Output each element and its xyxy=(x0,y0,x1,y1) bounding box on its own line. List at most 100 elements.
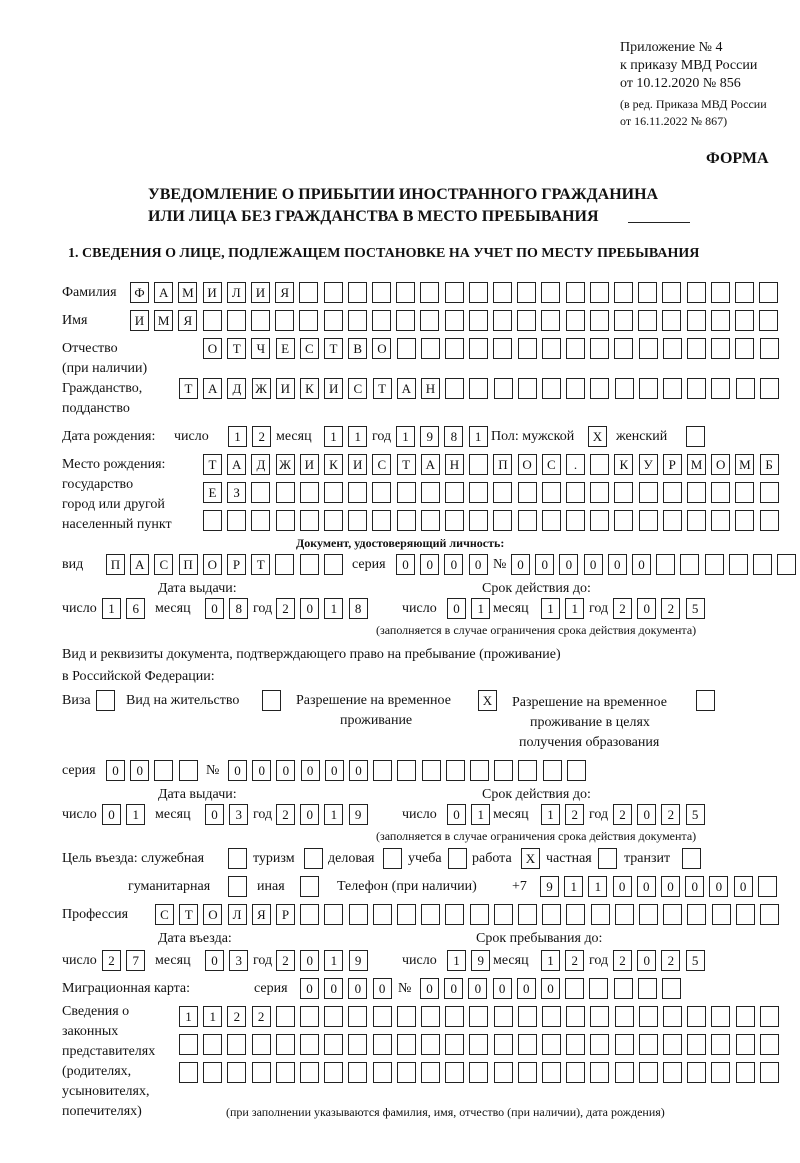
char-cell[interactable] xyxy=(638,310,658,331)
char-cell[interactable]: К xyxy=(324,454,343,475)
char-cell[interactable]: М xyxy=(735,454,755,475)
char-cell[interactable] xyxy=(203,1062,223,1083)
char-cell[interactable]: 0 xyxy=(511,554,530,575)
char-cell[interactable] xyxy=(687,482,706,503)
field-birthplace3[interactable] xyxy=(203,510,779,532)
char-cell[interactable]: Т xyxy=(324,338,343,359)
char-cell[interactable] xyxy=(324,1006,344,1027)
char-cell[interactable]: Н xyxy=(445,454,464,475)
char-cell[interactable] xyxy=(759,1006,779,1027)
char-cell[interactable]: О xyxy=(203,904,223,925)
field-visa[interactable] xyxy=(96,690,115,712)
char-cell[interactable] xyxy=(614,282,633,303)
char-cell[interactable] xyxy=(687,1034,707,1055)
char-cell[interactable]: Д xyxy=(251,454,271,475)
char-cell[interactable] xyxy=(251,310,270,331)
char-cell[interactable]: И xyxy=(324,378,344,399)
char-cell[interactable] xyxy=(517,510,537,531)
char-cell[interactable]: 0 xyxy=(559,554,579,575)
char-cell[interactable] xyxy=(638,1062,658,1083)
char-cell[interactable] xyxy=(493,1034,513,1055)
char-cell[interactable] xyxy=(300,904,320,925)
char-cell[interactable] xyxy=(348,482,368,503)
char-cell[interactable]: С xyxy=(541,454,561,475)
char-cell[interactable]: 5 xyxy=(685,804,705,825)
char-cell[interactable]: 1 xyxy=(447,950,466,971)
char-cell[interactable] xyxy=(711,378,731,399)
char-cell[interactable]: 0 xyxy=(228,760,247,781)
char-cell[interactable] xyxy=(541,482,561,503)
char-cell[interactable] xyxy=(704,554,724,575)
char-cell[interactable]: 0 xyxy=(447,804,466,825)
char-cell[interactable] xyxy=(396,282,416,303)
char-cell[interactable]: 8 xyxy=(444,426,464,447)
char-cell[interactable] xyxy=(614,904,634,925)
char-cell[interactable] xyxy=(324,1062,344,1083)
char-cell[interactable]: 0 xyxy=(300,760,320,781)
char-cell[interactable]: 2 xyxy=(102,950,121,971)
char-cell[interactable] xyxy=(469,1006,489,1027)
char-cell[interactable]: Т xyxy=(372,378,392,399)
char-cell[interactable] xyxy=(759,1034,779,1055)
char-cell[interactable]: 2 xyxy=(276,950,295,971)
char-cell[interactable]: 0 xyxy=(637,804,657,825)
char-cell[interactable] xyxy=(687,338,706,359)
char-cell[interactable] xyxy=(420,338,440,359)
char-cell[interactable]: Я xyxy=(251,904,271,925)
char-cell[interactable] xyxy=(348,1006,368,1027)
char-cell[interactable] xyxy=(469,454,489,475)
char-cell[interactable]: 9 xyxy=(348,804,368,825)
char-cell[interactable] xyxy=(299,310,319,331)
char-cell[interactable]: 1 xyxy=(471,598,491,619)
char-cell[interactable] xyxy=(517,338,537,359)
char-cell[interactable] xyxy=(470,760,489,781)
char-cell[interactable] xyxy=(686,310,706,331)
char-cell[interactable]: А xyxy=(420,454,440,475)
char-cell[interactable] xyxy=(566,1006,586,1027)
char-cell[interactable]: 2 xyxy=(565,950,585,971)
char-cell[interactable] xyxy=(226,310,246,331)
char-cell[interactable] xyxy=(565,310,585,331)
char-cell[interactable] xyxy=(420,282,440,303)
char-cell[interactable] xyxy=(421,760,441,781)
char-cell[interactable]: 0 xyxy=(685,876,705,897)
char-cell[interactable]: 0 xyxy=(468,978,488,999)
char-cell[interactable] xyxy=(323,554,343,575)
char-cell[interactable] xyxy=(468,282,488,303)
char-cell[interactable]: О xyxy=(203,338,222,359)
char-cell[interactable]: 8 xyxy=(229,598,249,619)
char-cell[interactable]: 1 xyxy=(588,876,608,897)
char-cell[interactable]: Е xyxy=(275,338,295,359)
char-cell[interactable]: М xyxy=(154,310,174,331)
char-cell[interactable] xyxy=(396,482,416,503)
char-cell[interactable] xyxy=(759,482,779,503)
char-cell[interactable] xyxy=(638,378,658,399)
char-cell[interactable] xyxy=(711,1062,731,1083)
char-cell[interactable]: Д xyxy=(227,378,247,399)
char-cell[interactable] xyxy=(590,338,610,359)
char-cell[interactable] xyxy=(541,282,561,303)
char-cell[interactable] xyxy=(179,1062,198,1083)
char-cell[interactable]: П xyxy=(106,554,125,575)
char-cell[interactable] xyxy=(469,378,489,399)
char-cell[interactable]: 7 xyxy=(126,950,146,971)
char-cell[interactable]: И xyxy=(275,378,295,399)
char-cell[interactable]: 0 xyxy=(607,554,627,575)
char-cell[interactable] xyxy=(735,1062,755,1083)
checkbox-cell[interactable] xyxy=(304,848,323,869)
char-cell[interactable]: 0 xyxy=(252,760,272,781)
char-cell[interactable]: 1 xyxy=(324,950,344,971)
char-cell[interactable]: 2 xyxy=(613,950,632,971)
char-cell[interactable]: П xyxy=(493,454,513,475)
char-cell[interactable]: Ж xyxy=(275,454,295,475)
char-cell[interactable] xyxy=(494,760,514,781)
char-cell[interactable]: 1 xyxy=(471,804,491,825)
char-cell[interactable]: 2 xyxy=(661,950,681,971)
char-cell[interactable]: 1 xyxy=(324,804,344,825)
char-cell[interactable]: А xyxy=(130,554,150,575)
char-cell[interactable] xyxy=(566,904,586,925)
